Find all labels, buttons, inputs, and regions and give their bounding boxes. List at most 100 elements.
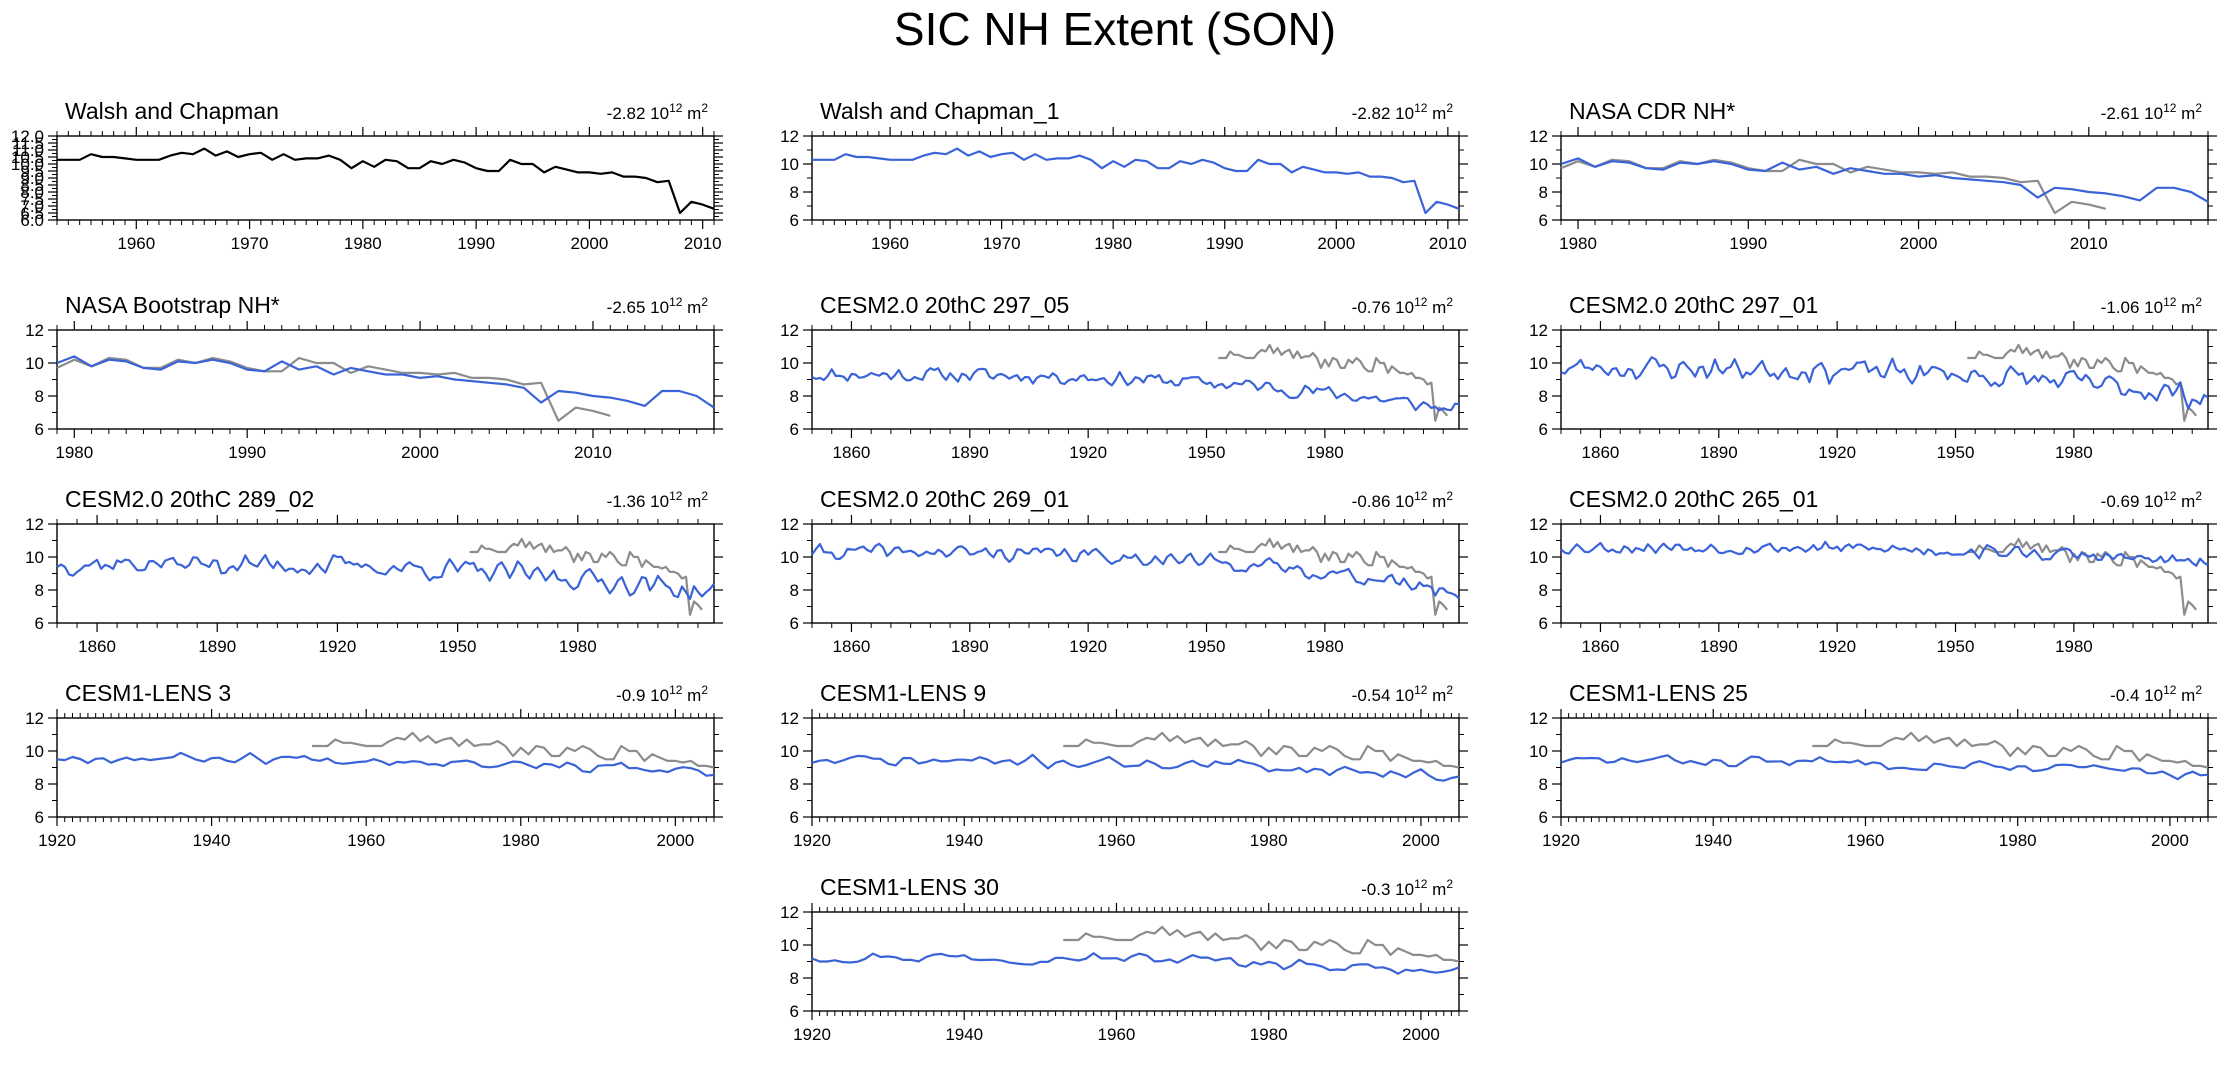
x-tick-label: 1920 [38,831,76,850]
series-line [1063,731,1460,769]
x-tick-label: 2000 [570,234,608,253]
chart-panel: CESM1-LENS 30 -0.3 1012 m2 1920 1940 1960 198… [780,874,1468,1044]
x-tick-label: 1960 [1098,831,1136,850]
y-tick-label: 8 [1539,183,1548,202]
x-tick-label: 1980 [1306,443,1344,462]
panel-trend-label: -2.65 1012 m2 [607,295,709,317]
x-tick-label: 1950 [1188,443,1226,462]
y-tick-label: 9.5 [20,162,44,181]
panel-trend-label: -2.82 1012 m2 [607,101,709,123]
x-tick-label: 1960 [347,831,385,850]
panel-title: Walsh and Chapman_1 [820,98,1060,124]
y-tick-label: 12 [780,709,799,728]
y-tick-label: 8 [35,581,44,600]
panel-title: CESM2.0 20thC 265_01 [1569,486,1818,512]
x-tick-label: 2010 [2070,234,2108,253]
x-tick-label: 1980 [502,831,540,850]
series-line [56,751,715,777]
y-tick-label: 8 [1539,581,1548,600]
y-tick-label: 6.0 [20,211,44,230]
plot-frame [811,135,1460,221]
series-line [811,753,1460,782]
x-tick-label: 1890 [198,637,236,656]
series-line [1063,925,1460,963]
x-tick-label: 1980 [559,637,597,656]
chart-panel: NASA CDR NH* -2.61 1012 m2 1980 1990 2000 201… [1529,98,2217,253]
y-tick-label: 6 [790,614,799,633]
x-tick-label: 1860 [1582,443,1620,462]
y-tick-label: 8 [1539,775,1548,794]
y-tick-label: 8 [790,183,799,202]
y-tick-label: 10 [1529,155,1548,174]
panel-title: CESM1-LENS 30 [820,874,999,900]
panel-trend-label: -0.69 1012 m2 [2101,489,2203,511]
x-tick-label: 2010 [684,234,722,253]
x-tick-label: 1860 [833,637,871,656]
x-tick-label: 1940 [1694,831,1732,850]
y-tick-label: 11.5 [12,134,44,153]
y-tick-label: 12 [780,127,799,146]
x-tick-label: 2000 [1402,831,1440,850]
panel-trend-label: -0.9 1012 m2 [616,683,708,705]
x-tick-label: 1860 [1582,637,1620,656]
series-line [312,731,715,769]
chart-panel: CESM1-LENS 3 -0.9 1012 m2 1920 1940 1960 1980… [25,680,723,850]
series-line [1218,537,1449,616]
x-tick-label: 1980 [1306,637,1344,656]
y-tick-label: 6 [790,211,799,230]
x-tick-label: 1960 [1098,1025,1136,1044]
x-tick-label: 1890 [1700,637,1738,656]
y-tick-label: 11.0 [12,141,44,160]
panel-trend-label: -0.86 1012 m2 [1352,489,1454,511]
y-tick-label: 12 [25,515,44,534]
chart-panel: CESM1-LENS 9 -0.54 1012 m2 1920 1940 1960 198… [780,680,1468,850]
panel-trend-label: -0.76 1012 m2 [1352,295,1454,317]
series-line [1560,754,2209,781]
x-tick-label: 1950 [1188,637,1226,656]
x-tick-label: 1980 [1094,234,1132,253]
chart-panel: CESM2.0 20thC 297_01 -1.06 1012 m2 1860 189… [1529,292,2217,462]
y-tick-label: 6 [35,614,44,633]
plot-frame [811,717,1460,818]
y-tick-label: 7.0 [20,197,44,216]
y-tick-label: 6 [1539,808,1548,827]
x-tick-label: 1920 [1069,637,1107,656]
y-tick-label: 8.0 [20,183,44,202]
x-tick-label: 1970 [231,234,269,253]
y-tick-label: 12 [780,903,799,922]
panel-title: CESM2.0 20thC 289_02 [65,486,314,512]
panel-title: NASA Bootstrap NH* [65,292,280,318]
x-tick-label: 1860 [833,443,871,462]
series-line [1812,731,2209,769]
y-tick-label: 12.0 [11,127,44,146]
series-line [812,147,1460,215]
chart-panel: CESM2.0 20thC 297_05 -0.76 1012 m2 1860 189… [780,292,1468,462]
panel-title: CESM2.0 20thC 297_01 [1569,292,1818,318]
x-tick-label: 1960 [117,234,155,253]
x-tick-label: 1940 [945,1025,983,1044]
y-tick-label: 6 [1539,211,1548,230]
y-tick-label: 8 [790,969,799,988]
y-tick-label: 7.5 [20,190,44,209]
panel-trend-label: -1.06 1012 m2 [2101,295,2203,317]
chart-panel: CESM2.0 20thC 265_01 -0.69 1012 m2 1860 189… [1529,486,2217,656]
y-tick-label: 8 [790,775,799,794]
x-tick-label: 1920 [1818,443,1856,462]
y-tick-label: 6 [35,420,44,439]
plot-frame [1560,135,2209,221]
x-tick-label: 1920 [1542,831,1580,850]
figure-title: SIC NH Extent (SON) [894,3,1336,55]
x-tick-label: 2010 [574,443,612,462]
x-tick-label: 1890 [951,443,989,462]
plot-frame [56,135,715,221]
y-tick-label: 10.0 [11,155,44,174]
y-tick-label: 12 [25,709,44,728]
plot-frame [811,911,1460,1012]
x-tick-label: 1950 [439,637,477,656]
y-tick-label: 12 [1529,515,1548,534]
y-tick-label: 6 [1539,614,1548,633]
x-tick-label: 1920 [1069,443,1107,462]
series-line [1560,356,2209,410]
x-tick-label: 1980 [1999,831,2037,850]
x-tick-label: 2010 [1429,234,1467,253]
